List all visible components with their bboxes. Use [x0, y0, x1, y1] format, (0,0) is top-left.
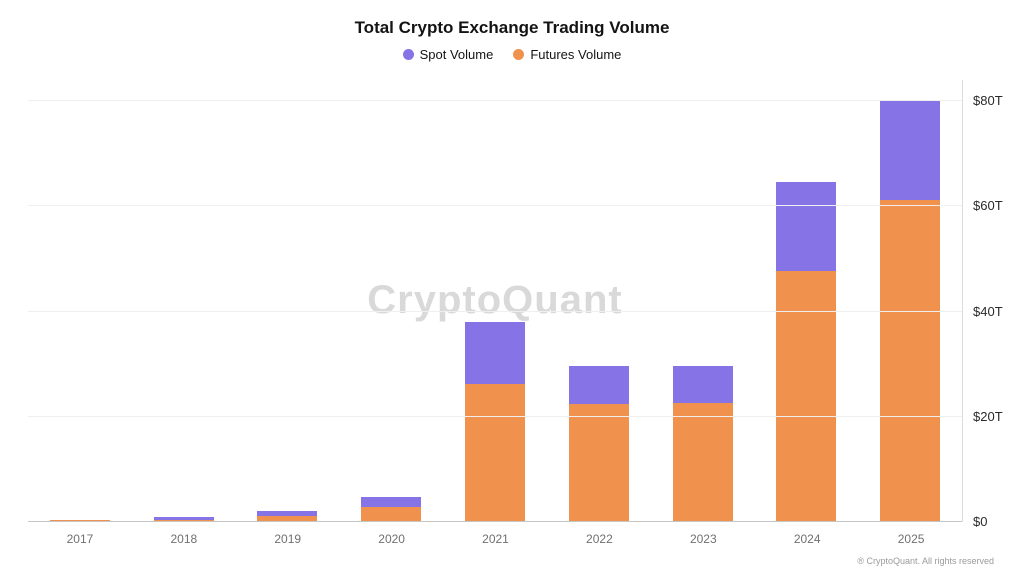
bar-stack-2018	[153, 516, 214, 521]
bar-stack-2021	[465, 322, 526, 521]
legend-swatch	[513, 49, 525, 60]
y-axis-label: $40T	[973, 303, 1003, 319]
chart-legend: Spot Volume Futures Volume	[0, 47, 1024, 62]
bar-column-2023	[651, 80, 755, 522]
x-axis-label-2017: 2017	[66, 532, 94, 546]
bar-column-2018	[132, 80, 236, 522]
bar-stack-2017	[49, 519, 110, 521]
y-axis-label: $60T	[973, 198, 1003, 214]
bar-segment-2017-futures	[49, 520, 110, 521]
x-axis-label-2025: 2025	[897, 532, 925, 546]
bar-segment-2022-futures	[568, 404, 629, 521]
bar-segment-2017-spot	[49, 519, 110, 521]
bar-stack-2022	[568, 365, 629, 521]
bar-column-2017	[28, 80, 132, 522]
bar-column-2020	[339, 80, 443, 522]
bar-stack-2019	[257, 511, 318, 521]
chart-title: Total Crypto Exchange Trading Volume	[354, 18, 670, 37]
bar-segment-2024-futures	[776, 271, 837, 521]
x-axis-label-2018: 2018	[170, 532, 198, 546]
bar-segment-2021-futures	[465, 384, 526, 521]
x-axis-label-2021: 2021	[482, 532, 509, 546]
bar-segment-2018-futures	[153, 519, 214, 521]
bar-segment-2020-futures	[361, 506, 422, 521]
bar-column-2025	[858, 80, 962, 522]
gridline	[28, 415, 962, 417]
bar-segment-2021-spot	[465, 322, 526, 385]
bar-segment-2023-spot	[672, 365, 733, 403]
x-axis-label-2023: 2023	[689, 532, 717, 546]
y-axis-label: $80T	[973, 93, 1003, 108]
legend-item-spot: Spot Volume	[402, 47, 494, 62]
gridline	[28, 521, 962, 522]
legend-swatch	[402, 49, 414, 60]
bar-stack-2020	[361, 496, 422, 521]
bar-segment-2019-spot	[257, 511, 318, 516]
y-axis-label: $0	[973, 514, 988, 529]
x-axis-label-2022: 2022	[586, 532, 613, 546]
copyright-note: ® CryptoQuant. All rights reserved	[857, 556, 994, 566]
x-axis-labels: 2017 2018 2019 2020 2021 2022 2023 2024 2025	[28, 532, 963, 546]
bar-segment-2025-futures	[880, 200, 941, 521]
bar-segment-2025-spot	[880, 100, 941, 200]
bar-segment-2020-spot	[361, 496, 422, 507]
bar-stack-2023	[672, 365, 733, 521]
bar-column-2022	[547, 80, 651, 522]
y-axis: $0 $20T $40T $60T $80T	[973, 80, 1023, 529]
bar-segment-2022-spot	[568, 365, 629, 405]
bar-column-2024	[754, 80, 858, 522]
bar-stack-2024	[776, 181, 837, 521]
gridline	[28, 100, 962, 101]
bar-segment-2018-spot	[153, 516, 214, 520]
bar-column-2021	[443, 80, 547, 522]
bars-layer	[28, 80, 962, 522]
bar-segment-2023-futures	[672, 402, 733, 521]
gridline	[28, 310, 962, 312]
bar-column-2019	[236, 80, 340, 522]
bar-segment-2019-futures	[257, 515, 318, 521]
x-axis-label-2019: 2019	[274, 532, 302, 546]
bar-stack-2025	[880, 100, 941, 521]
plot-area: CryptoQuant	[28, 80, 963, 522]
legend-label-spot: Spot Volume	[419, 47, 494, 62]
x-axis-label-2020: 2020	[378, 532, 405, 546]
legend-item-futures: Futures Volume	[513, 47, 621, 62]
y-axis-label: $20T	[973, 408, 1003, 424]
legend-label-futures: Futures Volume	[530, 47, 622, 62]
gridline	[28, 205, 962, 207]
x-axis-label-2024: 2024	[793, 532, 821, 546]
bar-segment-2024-spot	[776, 181, 837, 272]
